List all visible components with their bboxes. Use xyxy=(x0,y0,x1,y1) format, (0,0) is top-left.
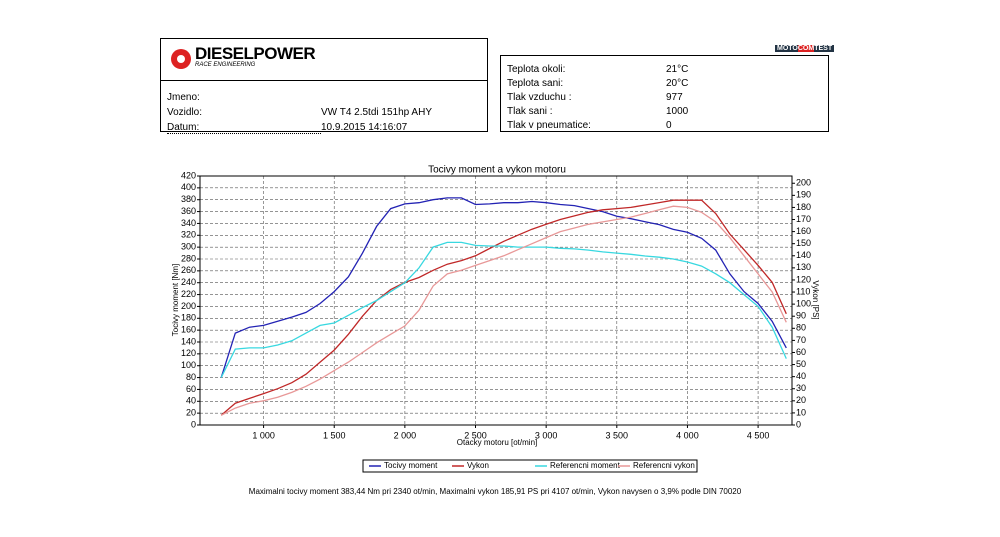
badge-part: TEST xyxy=(814,45,833,52)
info-value: 1000 xyxy=(666,106,689,117)
legend-label: Referencni moment xyxy=(550,461,621,470)
y2-tick-label: 150 xyxy=(796,238,811,248)
info-value: 977 xyxy=(666,92,683,103)
footer: Maximalni tocivy moment 383,44 Nm pri 23… xyxy=(249,487,742,496)
info-value: 20°C xyxy=(666,78,689,89)
y-tick-label: 60 xyxy=(186,384,196,394)
logo-icon xyxy=(171,49,191,69)
info-label: Teplota okoli: xyxy=(507,64,566,75)
info-label: Tlak sani : xyxy=(507,106,553,117)
right-info: Teplota okoli: 21°C Teplota sani: 20°C Tlak … xyxy=(500,55,829,132)
info-label: Teplota sani: xyxy=(507,78,564,89)
y2-tick-label: 0 xyxy=(796,419,801,429)
y-tick-label: 300 xyxy=(181,242,196,252)
x-tick-label: 2 000 xyxy=(394,430,417,440)
y-tick-label: 160 xyxy=(181,325,196,335)
series-line xyxy=(220,205,787,416)
x-tick-label: 2 500 xyxy=(464,430,487,440)
y-tick-label: 180 xyxy=(181,313,196,323)
y2-tick-label: 130 xyxy=(796,262,811,272)
x-tick-label: 3 500 xyxy=(606,430,629,440)
y-tick-label: 320 xyxy=(181,230,196,240)
y-tick-label: 380 xyxy=(181,194,196,204)
info-label: Tlak vzduchu : xyxy=(507,92,572,103)
y2-tick-label: 180 xyxy=(796,202,811,212)
y-tick-label: 80 xyxy=(186,372,196,382)
y-tick-label: 400 xyxy=(181,182,196,192)
y2-tick-label: 30 xyxy=(796,383,806,393)
y-tick-label: 260 xyxy=(181,265,196,275)
badge: MOTOCOMTEST xyxy=(775,45,835,52)
y-tick-label: 220 xyxy=(181,289,196,299)
y2-tick-label: 100 xyxy=(796,299,811,309)
y-tick-label: 100 xyxy=(181,360,196,370)
info-label: Jmeno: xyxy=(167,92,200,103)
y2-tick-label: 80 xyxy=(796,323,806,333)
legend-label: Tocivy moment xyxy=(384,461,438,470)
x-tick-label: 1 500 xyxy=(323,430,346,440)
info-label: Vozidlo: xyxy=(167,107,203,118)
series-line xyxy=(220,199,787,416)
info-label: Datum: xyxy=(167,122,321,134)
y-axis-label: Tocivy moment [Nm] xyxy=(171,264,180,336)
y2-tick-label: 70 xyxy=(796,335,806,345)
legend-label: Referencni vykon xyxy=(633,461,695,470)
y2-tick-label: 90 xyxy=(796,311,806,321)
x-axis-label: Otacky motoru [ot/min] xyxy=(457,438,537,447)
legend-box xyxy=(362,459,698,473)
badge-part: MOTO xyxy=(777,45,798,52)
legend-label: Vykon xyxy=(467,461,489,470)
left-info: Jmeno: Vozidlo: VW T4 2.5tdi 151hp AHY Datu… xyxy=(160,80,488,134)
y2-tick-label: 140 xyxy=(796,250,811,260)
x-tick-label: 4 000 xyxy=(676,430,699,440)
y-tick-label: 280 xyxy=(181,253,196,263)
logo: DIESELPOWER xyxy=(195,44,316,63)
info-value: 10.9.2015 14:16:07 xyxy=(321,122,408,133)
badge-part: COM xyxy=(797,45,815,52)
plot-frame xyxy=(199,175,793,426)
y-tick-label: 360 xyxy=(181,206,196,216)
y2-tick-label: 10 xyxy=(796,407,806,417)
y-tick-label: 140 xyxy=(181,336,196,346)
y-tick-label: 420 xyxy=(181,170,196,180)
info-value: 0 xyxy=(666,120,672,131)
info-value: 21°C xyxy=(666,64,689,75)
info-label: Tlak v pneumatice: xyxy=(507,120,666,132)
y2-tick-label: 170 xyxy=(796,214,811,224)
y2-tick-label: 50 xyxy=(796,359,806,369)
y-tick-label: 20 xyxy=(186,408,196,418)
y2-tick-label: 160 xyxy=(796,226,811,236)
y2-axis-label: Vykon [PS] xyxy=(811,280,820,319)
y2-tick-label: 20 xyxy=(796,395,806,405)
x-tick-label: 3 000 xyxy=(535,430,558,440)
series-line xyxy=(220,241,787,378)
y2-tick-label: 110 xyxy=(796,286,810,296)
y2-tick-label: 60 xyxy=(796,347,806,357)
x-tick-label: 1 000 xyxy=(252,430,275,440)
y2-tick-label: 120 xyxy=(796,274,811,284)
y-tick-label: 0 xyxy=(191,419,196,429)
y-tick-label: 200 xyxy=(181,301,196,311)
info-value: VW T4 2.5tdi 151hp AHY xyxy=(321,107,432,118)
x-tick-label: 4 500 xyxy=(747,430,770,440)
y2-tick-label: 190 xyxy=(796,190,811,200)
y-tick-label: 120 xyxy=(181,348,196,358)
y-tick-label: 340 xyxy=(181,218,196,228)
y-tick-label: 240 xyxy=(181,277,196,287)
y2-tick-label: 40 xyxy=(796,371,806,381)
series-line xyxy=(220,197,787,378)
logo-sub: RACE ENGINEERING xyxy=(195,62,256,68)
y-tick-label: 40 xyxy=(186,396,196,406)
chart-title: Tocivy moment a vykon motoru xyxy=(428,165,566,176)
y2-tick-label: 200 xyxy=(796,178,811,188)
